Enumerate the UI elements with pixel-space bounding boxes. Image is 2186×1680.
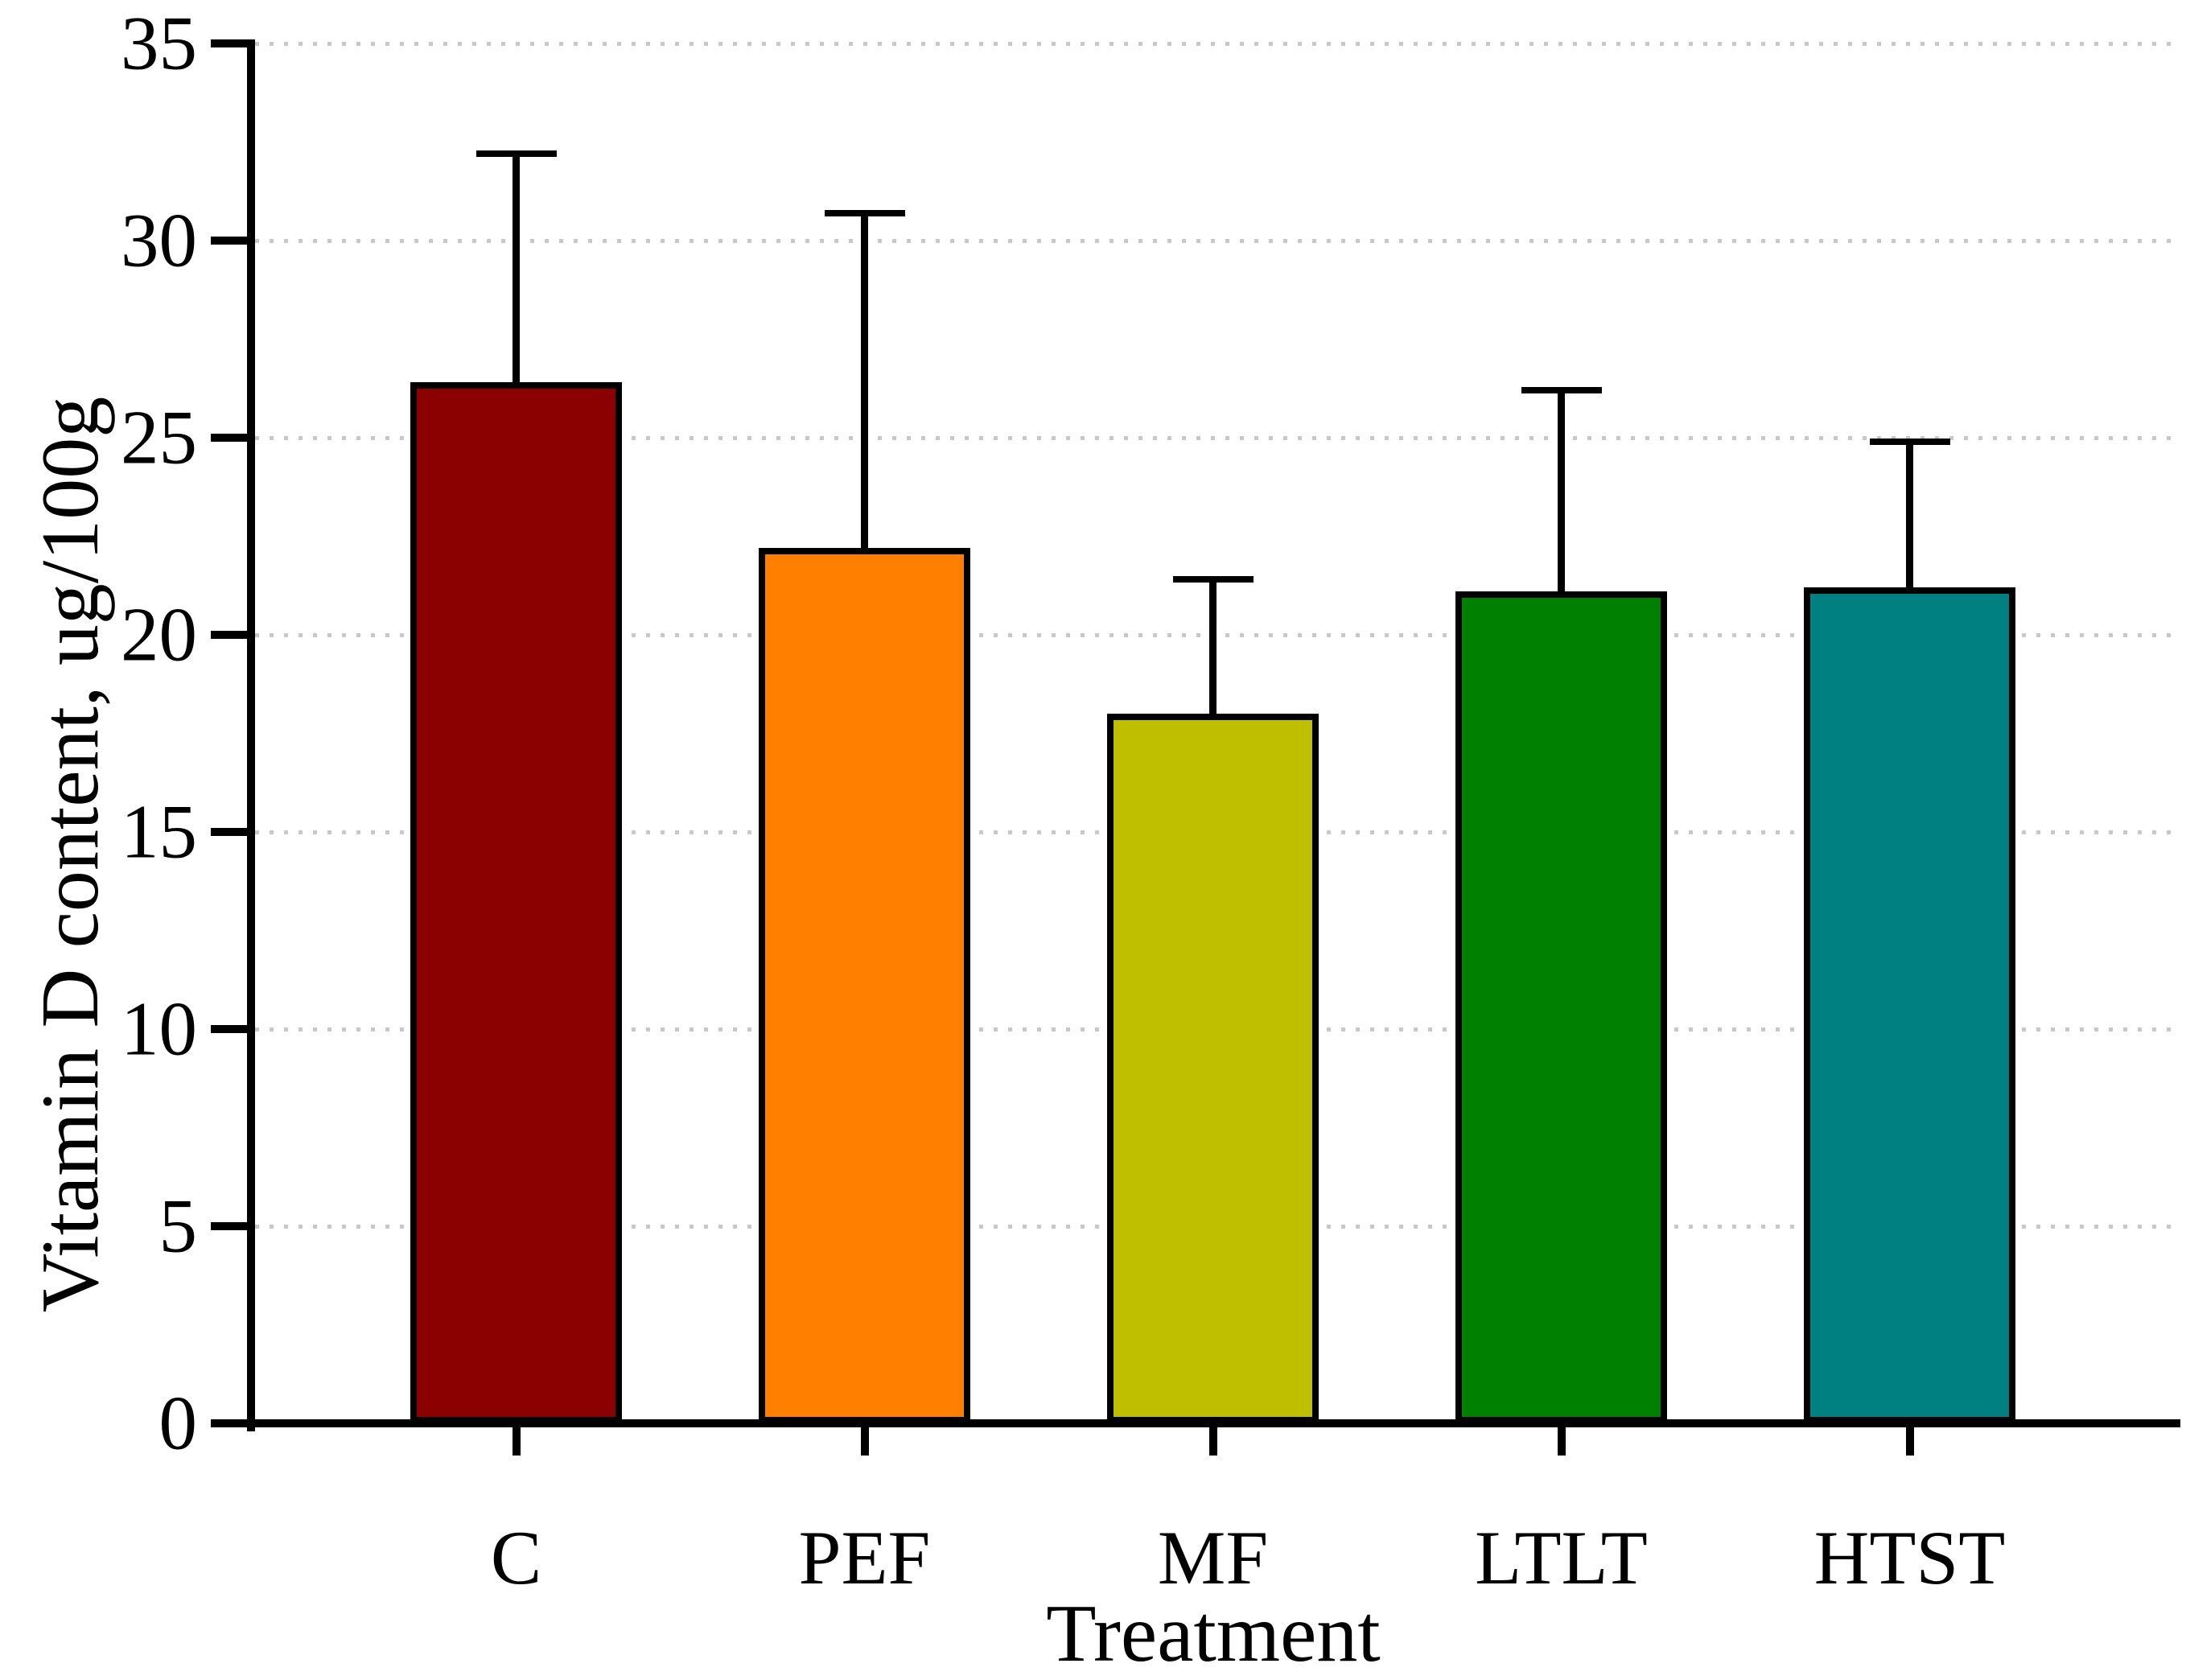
- x-tick-HTST: [1905, 1427, 1914, 1456]
- y-tick-5: [211, 1222, 247, 1230]
- bar-C: [410, 382, 622, 1423]
- error-bar: [513, 154, 520, 386]
- error-bar: [1906, 441, 1913, 591]
- plot-area: 0 5 10 15 20 25 30 35 C PEF MF LTLT HTST: [121, 5, 2180, 1600]
- category-label-LTLT: LTLT: [1475, 1515, 1648, 1600]
- error-bar-cap: [475, 150, 557, 158]
- bar-HTST: [1804, 587, 2015, 1423]
- y-tick-30: [211, 237, 247, 245]
- y-tick-35: [211, 39, 247, 47]
- x-tick-MF: [1208, 1427, 1217, 1456]
- error-bar: [861, 212, 868, 552]
- x-tick-PEF: [860, 1427, 869, 1456]
- y-tick-0: [211, 1419, 247, 1427]
- gridline-y-30: [255, 239, 2172, 243]
- category-label-PEF: PEF: [798, 1515, 931, 1600]
- y-tick-label-10: 10: [121, 986, 197, 1072]
- y-tick-25: [211, 434, 247, 442]
- y-tick-label-5: 5: [158, 1183, 198, 1269]
- gridline-y-35: [255, 42, 2172, 46]
- y-tick-15: [211, 828, 247, 836]
- error-bar-cap: [1521, 387, 1602, 394]
- bar-LTLT: [1455, 591, 1667, 1423]
- y-tick-label-0: 0: [158, 1380, 198, 1466]
- error-bar-cap: [1172, 576, 1254, 583]
- y-tick-label-30: 30: [121, 197, 197, 283]
- error-bar: [1209, 579, 1217, 717]
- error-bar-cap: [1869, 438, 1950, 445]
- x-tick-C: [512, 1427, 521, 1456]
- error-bar: [1558, 390, 1565, 595]
- y-tick-label-25: 25: [121, 394, 197, 480]
- y-tick-20: [211, 631, 247, 639]
- y-tick-10: [211, 1025, 247, 1033]
- category-label-MF: MF: [1157, 1515, 1269, 1600]
- category-label-C: C: [490, 1515, 542, 1600]
- x-axis-title: Treatment: [1046, 1588, 1381, 1679]
- bar-MF: [1107, 714, 1319, 1423]
- x-axis-line: [247, 1419, 2180, 1427]
- category-label-HTST: HTST: [1813, 1515, 2006, 1600]
- y-tick-label-35: 35: [121, 0, 197, 86]
- error-bar-cap: [824, 209, 905, 216]
- bar-PEF: [759, 548, 970, 1423]
- y-tick-label-20: 20: [121, 591, 197, 677]
- x-tick-LTLT: [1557, 1427, 1566, 1456]
- y-axis-line: [247, 39, 255, 1431]
- y-tick-label-15: 15: [121, 789, 197, 875]
- gridline-y-25: [255, 436, 2172, 440]
